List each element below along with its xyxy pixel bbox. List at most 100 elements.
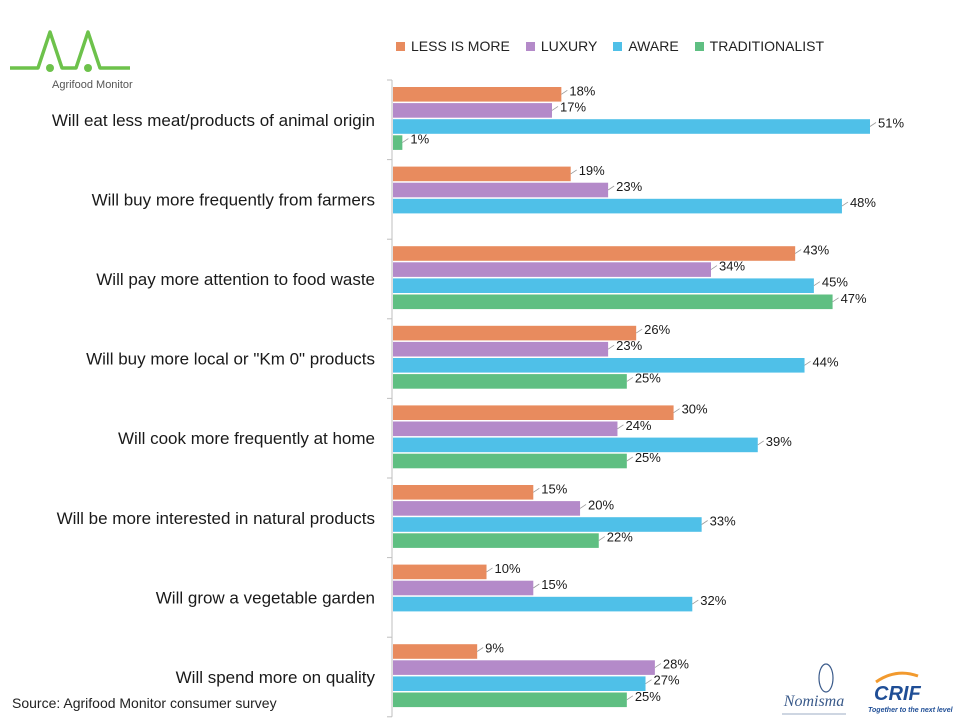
bar: [393, 341, 609, 357]
label-leader: [635, 328, 643, 334]
label-leader: [673, 408, 680, 414]
bar: [393, 644, 478, 659]
nomisma-logo: Nomisma: [782, 663, 846, 715]
bar: [393, 294, 833, 310]
data-label: 18%: [569, 83, 595, 98]
legend-swatch: [396, 41, 405, 51]
label-leader: [841, 201, 849, 207]
data-label: 1%: [410, 132, 429, 147]
category-label: Will buy more frequently from farmers: [92, 190, 375, 209]
data-label: 25%: [635, 370, 661, 385]
label-leader: [561, 89, 568, 95]
data-label: 25%: [635, 689, 661, 704]
data-label: 20%: [588, 497, 614, 512]
bar: [393, 262, 711, 277]
category-label: Will spend more on quality: [176, 668, 376, 687]
bar: [393, 596, 693, 612]
data-label: 43%: [803, 243, 829, 258]
label-leader: [710, 265, 718, 270]
label-leader: [626, 695, 634, 701]
data-label: 9%: [485, 641, 504, 656]
chart-legend: LESS IS MORE LUXURY AWARE TRADITIONALIST: [396, 38, 824, 54]
bar: [393, 421, 618, 437]
data-label: 17%: [560, 99, 586, 114]
bar: [393, 135, 403, 150]
label-leader: [701, 520, 708, 525]
bar: [393, 182, 609, 198]
legend-label: LESS IS MORE: [411, 38, 510, 54]
label-leader: [794, 249, 802, 254]
legend-swatch: [525, 41, 535, 51]
bar: [393, 676, 646, 691]
bar: [393, 453, 627, 469]
category-label: Will grow a vegetable garden: [156, 588, 375, 607]
legend-label: AWARE: [628, 38, 679, 54]
data-label: 23%: [616, 338, 642, 353]
data-label: 26%: [644, 322, 670, 337]
data-label: 15%: [541, 481, 567, 496]
data-label: 48%: [850, 195, 876, 210]
bar: [393, 660, 655, 675]
label-leader: [533, 487, 540, 493]
label-leader: [579, 504, 587, 509]
data-label: 27%: [654, 673, 680, 688]
data-label: 39%: [766, 434, 792, 449]
source-note: Source: Agrifood Monitor consumer survey: [12, 695, 277, 711]
data-label: 45%: [822, 275, 848, 290]
label-leader: [626, 456, 634, 462]
category-label: Will eat less meat/products of animal or…: [52, 111, 375, 130]
label-leader: [757, 440, 764, 446]
crif-tagline: Together to the next level: [868, 707, 954, 714]
label-leader: [533, 583, 540, 589]
nomisma-text: Nomisma: [783, 693, 844, 710]
bar: [393, 358, 805, 373]
data-label: 19%: [579, 163, 605, 178]
label-leader: [832, 297, 839, 303]
legend-label: LUXURY: [540, 38, 598, 54]
data-label: 51%: [878, 116, 904, 131]
bar: [393, 374, 627, 389]
data-label: 44%: [813, 354, 839, 369]
category-label: Will pay more attention to food waste: [96, 270, 375, 289]
data-label: 25%: [635, 450, 661, 465]
crif-logo: CRIF Together to the next level: [868, 671, 954, 714]
data-label: 33%: [710, 514, 736, 529]
category-label: Will be more interested in natural produ…: [57, 509, 375, 528]
label-leader: [654, 663, 662, 668]
agrifood-monitor-logo: Agrifood Monitor: [10, 30, 133, 91]
label-leader: [551, 106, 559, 111]
label-leader: [869, 122, 877, 127]
bar: [393, 405, 674, 420]
legend-item: TRADITIONALIST: [694, 38, 825, 54]
category-label: Will buy more local or "Km 0" products: [86, 350, 375, 369]
label-leader: [607, 344, 615, 350]
legend-label: TRADITIONALIST: [709, 38, 825, 54]
label-leader: [607, 185, 615, 191]
data-label: 34%: [719, 259, 745, 274]
bar: [393, 246, 796, 261]
bar: [393, 692, 627, 708]
data-label: 30%: [682, 402, 708, 417]
label-leader: [570, 169, 577, 175]
bar: [393, 325, 637, 341]
label-leader: [804, 360, 811, 366]
label-leader: [813, 281, 821, 287]
data-label: 10%: [495, 561, 521, 576]
bar: [393, 87, 562, 102]
label-leader: [626, 377, 634, 382]
bar: [393, 166, 571, 182]
data-label: 23%: [616, 179, 642, 194]
bar: [393, 501, 581, 516]
legend-swatch: [613, 41, 623, 51]
data-label: 22%: [607, 530, 633, 545]
label-leader: [486, 567, 493, 573]
data-label: 32%: [700, 593, 726, 608]
label-leader: [476, 647, 484, 652]
data-label: 47%: [841, 291, 867, 306]
bar: [393, 533, 599, 548]
legend-item: LUXURY: [525, 38, 598, 54]
bar: [393, 198, 842, 214]
legend-swatch: [694, 41, 704, 51]
label-leader: [598, 536, 605, 541]
